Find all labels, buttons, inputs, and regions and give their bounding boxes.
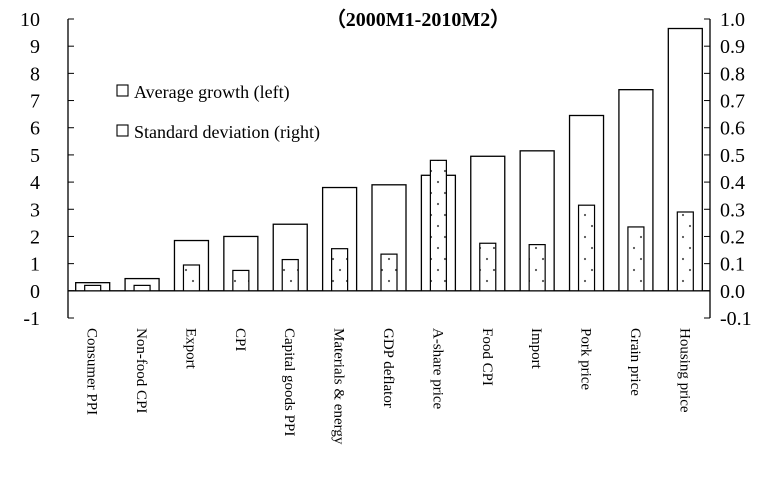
bar-standard-deviation [577, 204, 596, 292]
bar-standard-deviation [380, 253, 398, 292]
left-tick-label: 4 [30, 172, 40, 194]
left-tick-label: 1 [30, 254, 40, 276]
left-tick-label: 5 [30, 145, 40, 167]
left-tick-label: 7 [30, 91, 40, 113]
right-tick-label: 0.2 [720, 226, 745, 248]
legend-swatch [116, 124, 129, 137]
bar-standard-deviation [627, 226, 645, 292]
left-tick-label: 10 [20, 9, 40, 31]
left-tick-label: 0 [30, 281, 40, 303]
bar-standard-deviation [331, 248, 349, 292]
right-tick-label: 0.4 [720, 172, 745, 194]
legend-swatch [116, 84, 129, 97]
category-label: GDP deflator [380, 328, 396, 408]
right-tick-label: 0.0 [720, 281, 745, 303]
category-label: Capital goods PPI [281, 328, 297, 436]
right-tick-label: -0.1 [720, 308, 752, 330]
right-tick-label: 0.8 [720, 63, 745, 85]
category-label: Import [528, 328, 544, 370]
legend-label: Average growth (left) [134, 82, 290, 103]
bar-standard-deviation [676, 211, 694, 292]
chart-title: （2000M1-2010M2） [326, 8, 510, 31]
category-label: Export [182, 328, 198, 370]
bar-standard-deviation [429, 159, 447, 292]
bar-standard-deviation [479, 242, 497, 292]
category-label: Grain price [627, 328, 643, 396]
category-label: CPI [232, 328, 248, 351]
left-tick-label: 3 [30, 199, 40, 221]
category-label: Food CPI [479, 328, 495, 386]
right-tick-label: 0.7 [720, 91, 745, 113]
category-label: A-share price [429, 328, 445, 410]
right-tick-label: 0.3 [720, 199, 745, 221]
right-tick-label: 1.0 [720, 9, 745, 31]
bar-standard-deviation [133, 284, 151, 292]
category-label: Pork price [578, 328, 594, 390]
right-tick-label: 0.5 [720, 145, 745, 167]
category-label: Non-food CPI [133, 328, 149, 413]
legend-label: Standard deviation (right) [134, 122, 320, 143]
bar-standard-deviation [232, 269, 250, 292]
bar-standard-deviation [182, 264, 201, 292]
right-tick-label: 0.9 [720, 36, 745, 58]
bar-standard-deviation [281, 258, 299, 292]
left-tick-label: -1 [23, 308, 40, 330]
right-tick-label: 0.1 [720, 254, 745, 276]
left-tick-label: 2 [30, 226, 40, 248]
left-tick-label: 6 [30, 118, 40, 140]
left-tick-label: 9 [30, 36, 40, 58]
category-label: Materials & energy [331, 328, 347, 445]
category-label: Consumer PPI [84, 328, 100, 415]
category-label: Housing price [676, 328, 692, 413]
left-tick-label: 8 [30, 63, 40, 85]
bar-standard-deviation [84, 284, 102, 292]
bar-standard-deviation [528, 244, 546, 292]
right-tick-label: 0.6 [720, 118, 745, 140]
